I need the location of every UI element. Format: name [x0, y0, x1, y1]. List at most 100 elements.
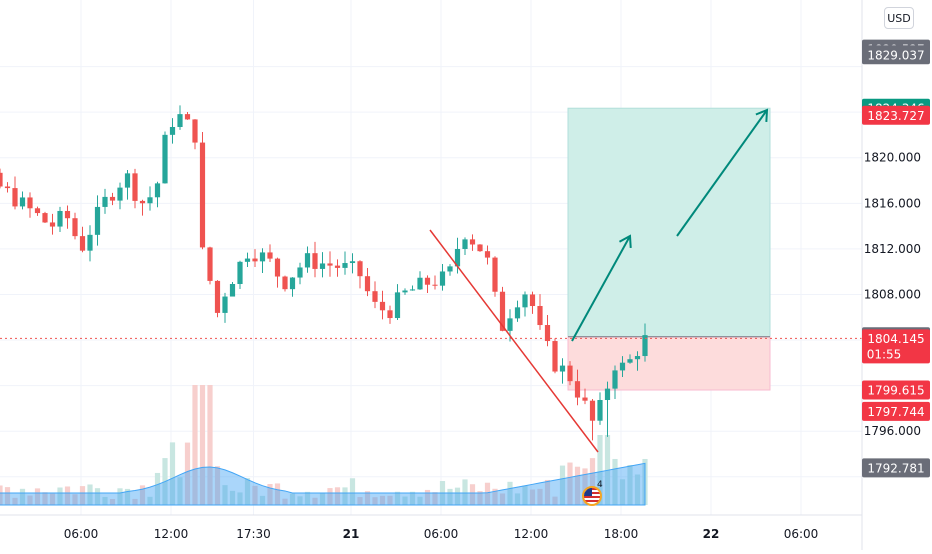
price-tag-bg: [862, 329, 930, 364]
candle-body: [109, 196, 116, 201]
currency-button[interactable]: USD: [884, 7, 914, 29]
price-tag-bg: [862, 380, 930, 400]
volume-bar: [102, 496, 108, 505]
volume-bar: [589, 458, 596, 505]
candle-body: [244, 258, 251, 262]
volume-bar: [357, 497, 363, 505]
candle-body: [214, 280, 221, 313]
candlesticks: [0, 105, 648, 441]
volume-bar: [619, 479, 626, 505]
volume-bar: [514, 493, 521, 505]
candle-body: [102, 196, 108, 207]
candle-body: [274, 258, 281, 277]
volume-bar: [319, 493, 326, 505]
candle-body: [529, 294, 536, 307]
volume-bar: [342, 487, 348, 505]
volume-bar: [634, 474, 641, 505]
volume-bar: [57, 487, 63, 505]
candle-body: [372, 291, 378, 302]
projection-arrow-2: [676, 109, 768, 237]
candle-body: [154, 183, 161, 198]
volume-bar: [169, 442, 176, 505]
candle-body: [177, 114, 183, 128]
candle-body: [259, 252, 266, 262]
candle-body: [394, 292, 401, 319]
volume-bar: [484, 482, 491, 505]
drawings[interactable]: [0, 108, 862, 453]
x-tick-label: 17:30: [236, 527, 271, 541]
candle-body: [12, 188, 18, 207]
volume-bar: [79, 486, 86, 505]
candle-body: [184, 114, 191, 120]
candle-body: [124, 173, 131, 188]
volume-bar: [507, 481, 513, 505]
volume-bar: [222, 485, 228, 505]
loss-zone: [567, 336, 771, 391]
candle-body: [417, 277, 423, 290]
volume-bar: [184, 442, 191, 505]
volume-bar: [387, 495, 393, 505]
volume-bar: [0, 485, 3, 505]
volume-bar: [544, 479, 551, 505]
candle-body: [319, 263, 326, 269]
volume-bar: [432, 492, 438, 505]
candle-body: [139, 200, 146, 204]
candle-body: [424, 277, 431, 285]
event-badge[interactable]: 4: [580, 480, 606, 506]
candle-body: [237, 261, 243, 285]
candle-body: [252, 258, 258, 262]
volume-bar: [477, 491, 483, 505]
candle-body: [514, 307, 521, 319]
volume-bar: [154, 472, 161, 505]
volume-bar: [19, 488, 26, 505]
x-tick-label: 12:00: [514, 527, 549, 541]
candle-body: [334, 265, 341, 268]
price-tag-label: 1797.744: [867, 405, 924, 419]
volume-bar: [49, 493, 56, 505]
volume-bar: [574, 466, 581, 505]
candle-body: [19, 197, 26, 207]
x-tick-label: 12:00: [154, 527, 189, 541]
candle-body: [454, 248, 461, 267]
volume-ma-area: [0, 462, 646, 506]
candle-body: [544, 325, 551, 342]
candle-body: [432, 284, 438, 286]
volume-bar: [297, 496, 303, 505]
volume-bar: [402, 496, 408, 505]
candle-body: [447, 266, 453, 272]
volume-bar: [27, 495, 33, 505]
volume-bar: [582, 468, 588, 505]
volume-bar: [237, 492, 243, 505]
position-zones[interactable]: [567, 107, 771, 391]
candle-body: [117, 187, 123, 201]
y-tick-label: 1812.000: [864, 242, 921, 256]
candle-body: [312, 253, 318, 269]
volume-bar: [529, 489, 536, 505]
candle-body: [282, 276, 288, 290]
volume-bar: [312, 497, 318, 505]
trendline: [429, 229, 599, 453]
projection-arrow-2-head: [755, 108, 769, 123]
volume-bar: [327, 488, 333, 505]
candle-body: [559, 365, 566, 372]
volume-bar: [109, 498, 116, 505]
volume-bar: [469, 484, 476, 505]
candle-body: [162, 134, 168, 184]
price-tags: 1829.5271829.0371824.3461823.7271804.286…: [862, 39, 930, 478]
volume-bar: [267, 484, 273, 505]
us-flag-icon[interactable]: [582, 486, 602, 506]
price-tag-bg: [862, 401, 930, 421]
profit-zone: [567, 107, 771, 338]
price-tag-label: 1829.037: [867, 48, 924, 62]
volume-bar: [492, 488, 498, 505]
price-tag-bg: [862, 105, 930, 125]
candle-body: [229, 284, 236, 297]
price-tag-label: 1792.781: [867, 461, 924, 475]
volume-bar: [454, 487, 461, 505]
volume-bar: [372, 497, 378, 505]
price-tag-label: 1804.145: [867, 332, 924, 346]
candle-body: [342, 263, 348, 268]
